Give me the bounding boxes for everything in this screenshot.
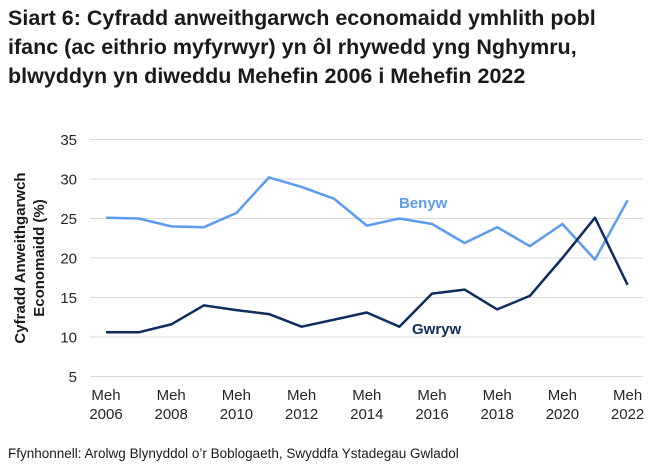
x-tick-label: 2020 <box>546 406 579 423</box>
series-line-gwryw <box>106 216 629 334</box>
x-tick-label: 2022 <box>611 406 644 423</box>
x-tick-label: Meh <box>483 387 512 404</box>
x-tick-label: 2012 <box>285 406 318 423</box>
x-tick-label: 2010 <box>220 406 253 423</box>
data-series <box>105 176 629 334</box>
x-tick-label: Meh <box>157 387 186 404</box>
x-tick-label: Meh <box>287 387 316 404</box>
series-labels: Benyw Gwryw <box>399 195 462 338</box>
x-tick-label: Meh <box>417 387 446 404</box>
y-axis-title: Economaidd (%) <box>31 199 48 317</box>
x-tick-label: Meh <box>91 387 120 404</box>
x-tick-label: 2014 <box>350 406 383 423</box>
x-axis-ticks: Meh 2006 Meh 2008 Meh 2010 Meh 2012 Meh 2014 Meh 20… <box>89 387 644 423</box>
x-tick-label: 2008 <box>155 406 188 423</box>
y-axis-title: Cyfradd Anweithgarwch <box>12 172 29 343</box>
y-axis-ticks: 5 10 15 20 25 30 35 <box>60 132 77 386</box>
chart-title: Siart 6: Cyfradd anweithgarwch economaid… <box>8 6 596 88</box>
y-axis-label: Cyfradd Anweithgarwch Economaidd (%) <box>12 172 48 343</box>
series-line-benyw <box>105 176 629 261</box>
x-tick-label: 2016 <box>415 406 448 423</box>
x-tick-label: 2006 <box>89 406 122 423</box>
y-tick-label: 15 <box>60 290 77 307</box>
y-tick-label: 20 <box>60 251 77 268</box>
x-tick-label: Meh <box>548 387 577 404</box>
x-tick-label: Meh <box>352 387 381 404</box>
x-tick-label: Meh <box>613 387 642 404</box>
y-tick-label: 25 <box>60 211 77 228</box>
y-tick-label: 35 <box>60 132 77 149</box>
series-label-benyw: Benyw <box>399 195 448 212</box>
x-tick-label: 2018 <box>481 406 514 423</box>
y-tick-label: 10 <box>60 330 77 347</box>
x-tick-label: Meh <box>222 387 251 404</box>
y-tick-label: 5 <box>69 369 77 386</box>
gridlines <box>90 139 643 377</box>
source-note: Ffynhonnell: Arolwg Blynyddol o’r Boblog… <box>8 446 459 461</box>
y-tick-label: 30 <box>60 172 77 189</box>
series-label-gwryw: Gwryw <box>412 321 462 338</box>
